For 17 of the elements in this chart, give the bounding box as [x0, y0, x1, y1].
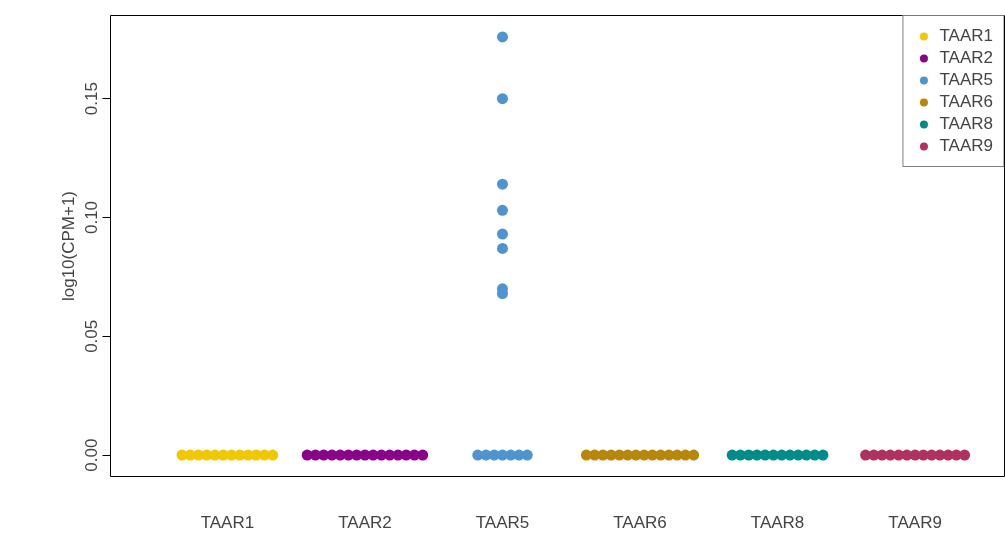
x-tick-label: TAAR1 [200, 512, 255, 532]
legend-label: TAAR5 [939, 70, 993, 90]
legend-label: TAAR6 [939, 92, 993, 112]
y-tick-label: 0.05 [82, 319, 102, 353]
y-tick-label: 0.00 [82, 438, 102, 472]
x-tick-label: TAAR9 [888, 512, 942, 532]
x-tick-label: TAAR2 [338, 512, 392, 532]
legend-label: TAAR8 [939, 114, 993, 134]
legend-label: TAAR2 [939, 48, 993, 68]
legend-label: TAAR9 [939, 136, 993, 156]
y-axis-title: log10(CPM+1) [58, 190, 78, 302]
x-tick-label: TAAR6 [613, 512, 667, 532]
x-tick-label: TAAR8 [750, 512, 805, 532]
x-tick-label: TAAR5 [475, 512, 530, 532]
y-tick-label: 0.15 [82, 82, 102, 116]
y-tick-label: 0.10 [82, 200, 102, 235]
legend-label: TAAR1 [939, 26, 993, 46]
